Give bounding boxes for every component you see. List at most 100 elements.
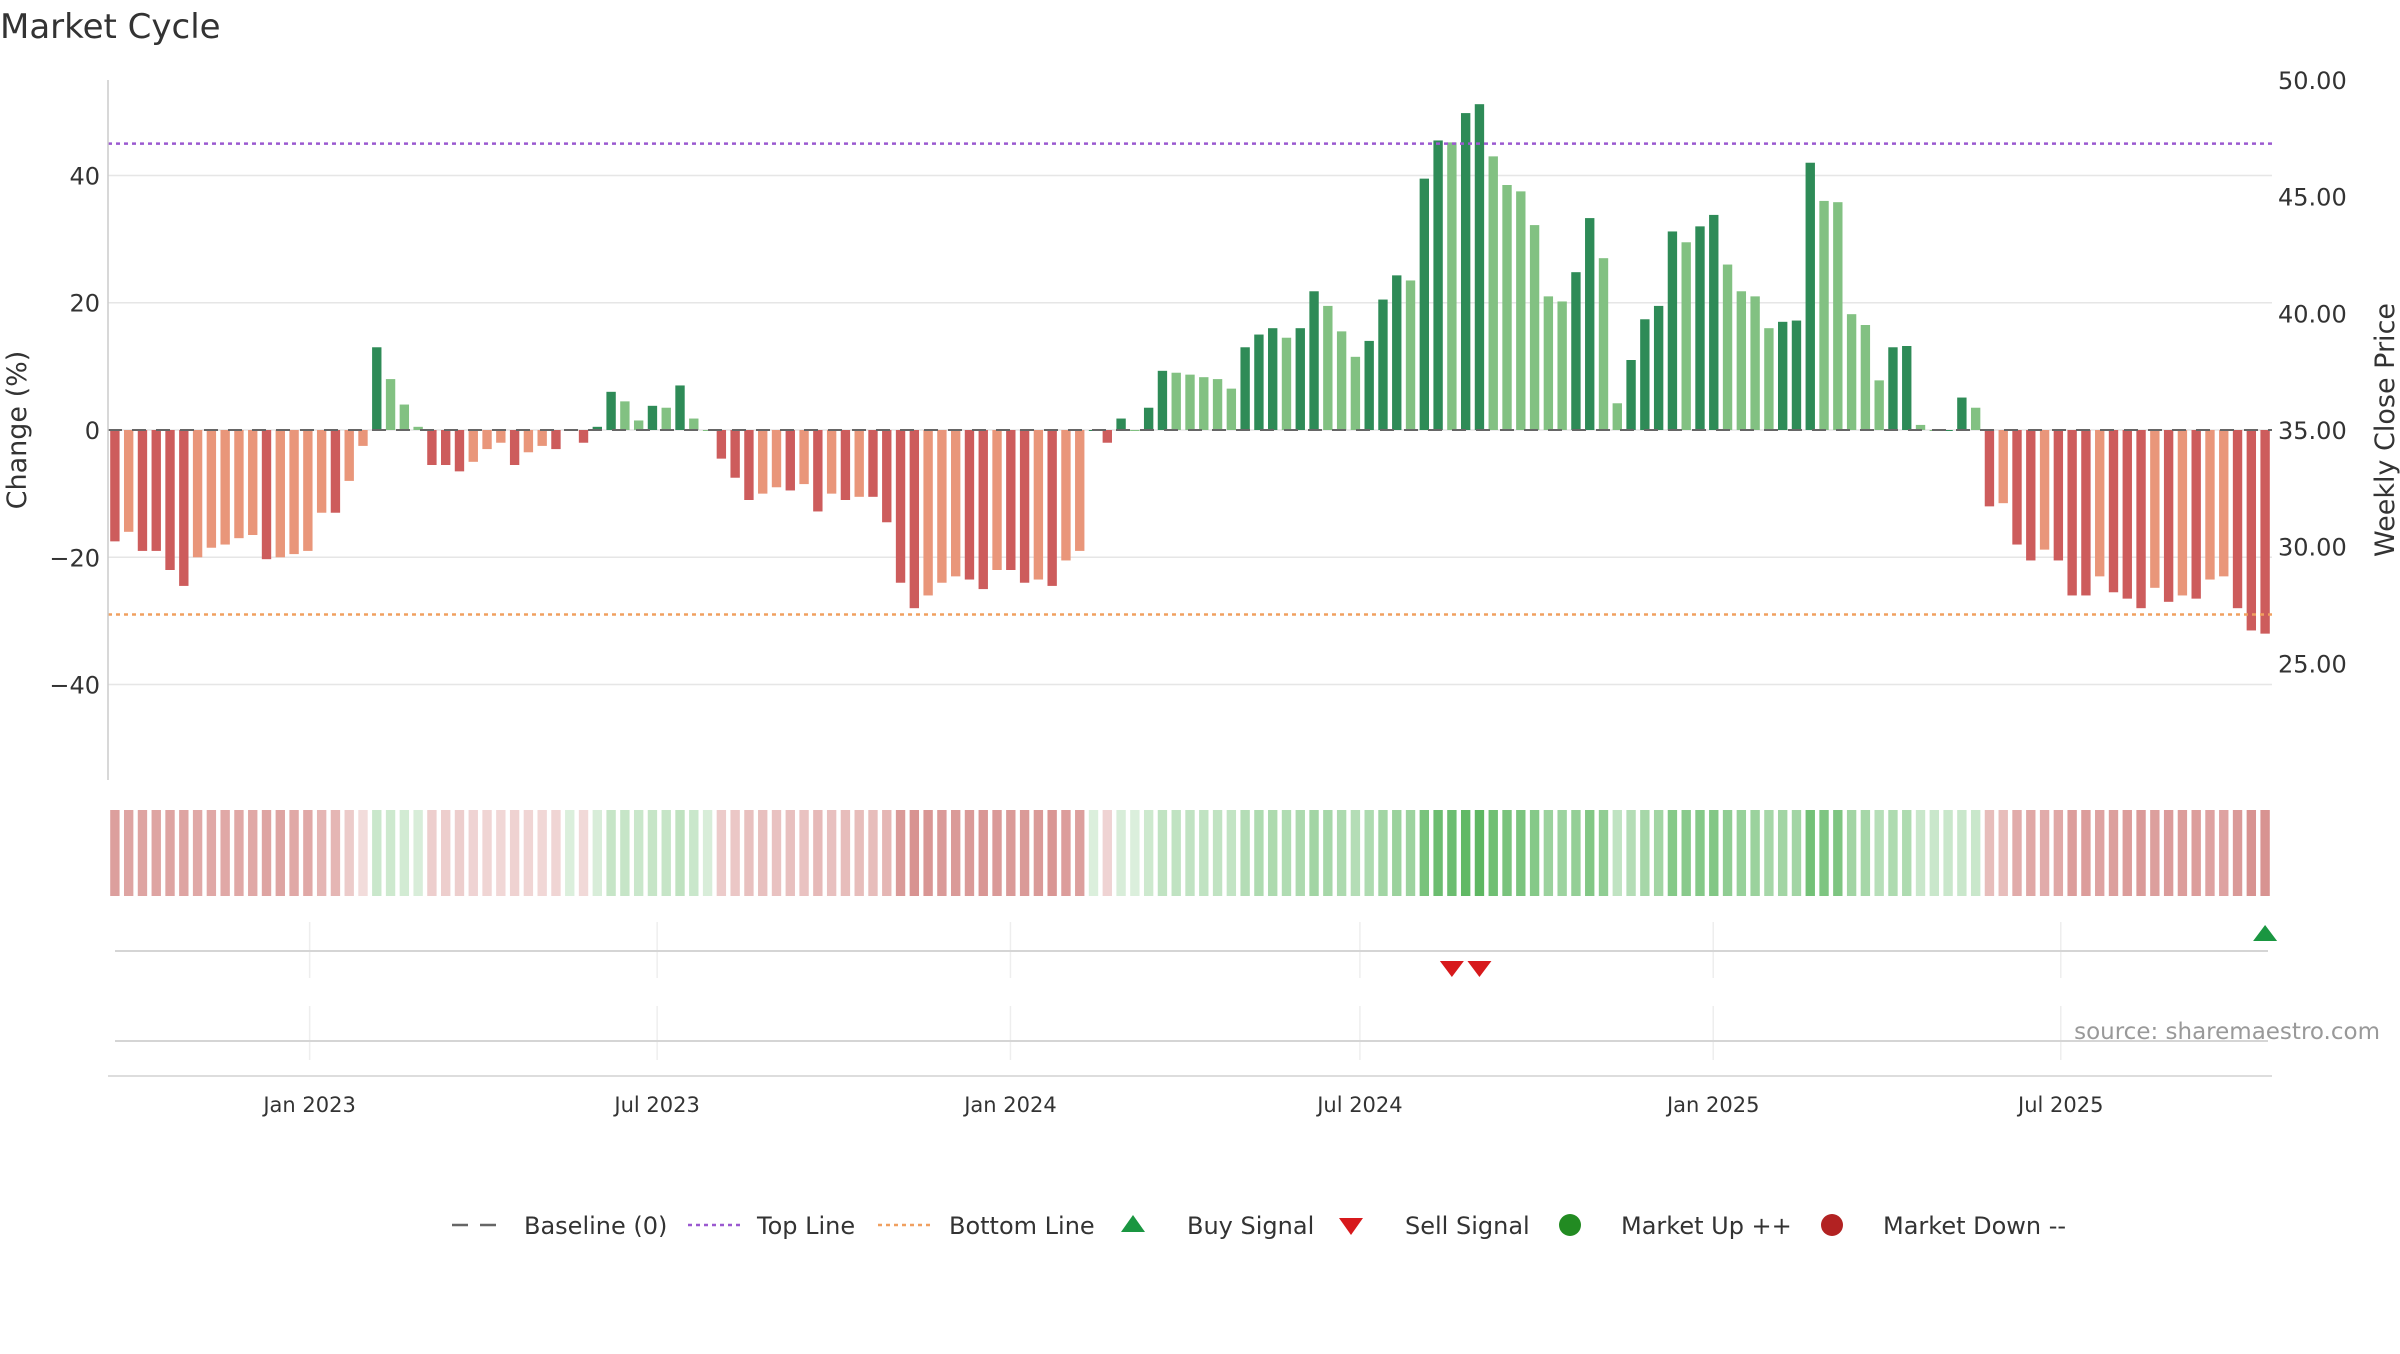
bar (592, 426, 602, 430)
strip-cell (1254, 810, 1264, 896)
strip-cell (372, 810, 382, 896)
strip-cell (1653, 810, 1664, 896)
bar (2177, 430, 2188, 596)
bar (1681, 242, 1691, 430)
strip-cell (675, 810, 685, 896)
strip-cell (799, 810, 809, 896)
strip-cell (1598, 810, 1609, 896)
strip-cell (2191, 810, 2201, 896)
strip-cell (785, 810, 795, 896)
bar (179, 430, 189, 586)
strip-cell (1805, 810, 1815, 896)
strip-cell (1736, 810, 1747, 896)
bar (785, 430, 795, 491)
strip-cell (1378, 810, 1388, 896)
strip-cell (937, 810, 947, 896)
strip-cell (1364, 810, 1374, 896)
chart-title: Market Cycle (0, 7, 221, 47)
strip-cell (2053, 810, 2064, 896)
bar (1571, 272, 1581, 430)
strip-cell (1295, 810, 1305, 896)
strip-cell (220, 810, 230, 896)
strip-cell (303, 810, 313, 896)
strip-cell (1543, 810, 1554, 896)
strip-cell (1047, 810, 1057, 896)
strip-cell (1102, 810, 1112, 896)
bar (1240, 347, 1250, 430)
strip-cell (744, 810, 754, 896)
bar (151, 430, 161, 551)
y-tick-label: −20 (49, 544, 100, 572)
strip-cell (2163, 810, 2174, 896)
bar (2246, 430, 2257, 631)
bar (1433, 140, 1443, 431)
bar (248, 430, 258, 535)
bar (344, 430, 354, 481)
strip-cell (1750, 810, 1760, 896)
bar (1764, 328, 1774, 430)
strip-cell (1502, 810, 1512, 896)
bar (2039, 430, 2050, 550)
strip-cell (2150, 810, 2160, 896)
bar (275, 430, 285, 558)
y-tick-label: 0 (85, 417, 100, 445)
strip-cell (1033, 810, 1044, 896)
strip-cell (758, 810, 768, 896)
strip-cell (840, 810, 851, 896)
strip-cell (620, 810, 630, 896)
bar (868, 430, 878, 497)
strip-cell (1571, 810, 1581, 896)
y-tick-label: −40 (49, 672, 100, 700)
bar (1805, 162, 1815, 430)
strip-cell (1460, 810, 1471, 896)
strip-cell (1970, 810, 1981, 896)
legend-item-mdown: Market Down -- (1821, 1212, 2066, 1240)
strip-cell (2246, 810, 2257, 896)
strip-cell (316, 810, 327, 896)
strip-cell (1392, 810, 1402, 896)
legend-label: Top Line (756, 1212, 855, 1240)
signal-panel (108, 922, 2278, 1077)
legend-market-up-dot-icon (1559, 1214, 1581, 1236)
strip-cell (565, 810, 575, 896)
legend-label: Buy Signal (1187, 1212, 1314, 1240)
legend-buy-triangle-icon (1121, 1215, 1145, 1232)
bar (1171, 372, 1181, 430)
strip-cell (1667, 810, 1678, 896)
y2-axis-label: Weekly Close Price (2370, 303, 2400, 557)
x-tick-label: Jan 2023 (261, 1093, 356, 1117)
strip-cell (1957, 810, 1967, 896)
strip-cell (1860, 810, 1871, 896)
strip-cell (854, 810, 864, 896)
y-tick-label: 20 (69, 290, 100, 318)
strip-cell (882, 810, 892, 896)
bar (2205, 430, 2215, 580)
bar (482, 430, 492, 450)
bar (2026, 430, 2036, 561)
bar (1750, 296, 1760, 430)
strip-cell (2039, 810, 2050, 896)
bar (2191, 430, 2201, 599)
bar (771, 430, 782, 488)
bar (537, 430, 547, 446)
bar (675, 385, 685, 430)
bar (1612, 403, 1622, 430)
strip-cell (234, 810, 244, 896)
strip-cell (895, 810, 906, 896)
bar (137, 430, 148, 551)
sell-signal-marker (1439, 961, 1464, 977)
strip-cell (289, 810, 299, 896)
strip-cell (261, 810, 272, 896)
strip-cell (1874, 810, 1884, 896)
bar (909, 430, 920, 609)
legend-item-mup: Market Up ++ (1559, 1212, 1792, 1240)
bar (316, 430, 327, 513)
y2-tick-label: 30.00 (2278, 534, 2347, 562)
strip-cell (1240, 810, 1250, 896)
bar (1998, 430, 2008, 504)
bar (2053, 430, 2064, 561)
bar (620, 401, 630, 430)
strip-cell (578, 810, 589, 896)
bar (1474, 104, 1485, 430)
bar (1667, 231, 1678, 430)
